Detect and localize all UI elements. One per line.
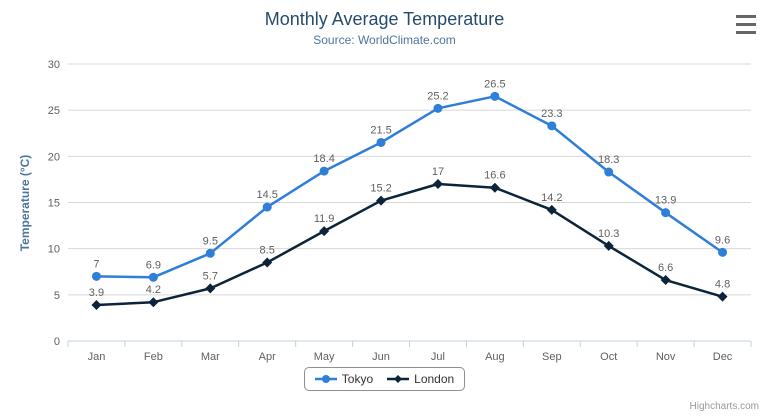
series-line-tokyo[interactable] bbox=[95, 95, 724, 279]
point-tokyo-jul[interactable] bbox=[433, 103, 443, 113]
legend-label-london: London bbox=[414, 372, 455, 386]
data-label-tokyo: 13.9 bbox=[655, 195, 676, 207]
y-axis-tick-label: 0 bbox=[54, 336, 60, 348]
point-london-jul[interactable] bbox=[432, 179, 443, 190]
y-axis-tick-label: 25 bbox=[48, 105, 60, 117]
data-label-london: 15.2 bbox=[370, 183, 391, 195]
legend-box: Tokyo London bbox=[303, 367, 466, 391]
x-axis-tick-label: Oct bbox=[600, 351, 617, 363]
y-axis-tick-label: 30 bbox=[48, 59, 60, 71]
series-line-london[interactable] bbox=[95, 182, 724, 307]
point-tokyo-apr[interactable] bbox=[262, 202, 272, 212]
point-tokyo-may[interactable] bbox=[319, 166, 329, 176]
context-menu-button[interactable] bbox=[734, 15, 758, 34]
legend-item-london[interactable]: London bbox=[387, 372, 454, 386]
data-label-tokyo: 26.5 bbox=[484, 78, 505, 90]
legend: Tokyo London bbox=[0, 367, 769, 391]
point-tokyo-jan[interactable] bbox=[91, 271, 101, 281]
data-label-tokyo: 18.4 bbox=[313, 153, 334, 165]
legend-circle-icon bbox=[314, 375, 337, 383]
data-label-tokyo: 25.2 bbox=[427, 90, 448, 102]
data-label-london: 14.2 bbox=[541, 192, 562, 204]
data-label-tokyo: 7 bbox=[93, 258, 99, 270]
credits-link[interactable]: Highcharts.com bbox=[689, 401, 759, 412]
y-axis-tick-label: 20 bbox=[48, 151, 60, 163]
point-tokyo-oct[interactable] bbox=[604, 167, 614, 177]
point-london-oct[interactable] bbox=[603, 240, 614, 251]
y-axis-tick-label: 10 bbox=[48, 244, 60, 256]
point-tokyo-aug[interactable] bbox=[490, 91, 500, 101]
hamburger-icon bbox=[736, 15, 756, 18]
x-axis-tick-label: Jun bbox=[372, 351, 390, 363]
data-label-london: 16.6 bbox=[484, 170, 505, 182]
data-label-tokyo: 14.5 bbox=[256, 189, 277, 201]
data-label-tokyo: 18.3 bbox=[598, 154, 619, 166]
point-tokyo-mar[interactable] bbox=[205, 248, 215, 258]
chart-title: Monthly Average Temperature bbox=[264, 9, 505, 29]
point-london-aug[interactable] bbox=[489, 182, 500, 193]
data-label-london: 17 bbox=[432, 166, 444, 178]
point-london-mar[interactable] bbox=[205, 283, 216, 294]
legend-diamond-icon bbox=[387, 375, 410, 383]
point-tokyo-sep[interactable] bbox=[547, 121, 557, 131]
data-label-london: 4.8 bbox=[715, 279, 730, 291]
data-label-london: 8.5 bbox=[260, 245, 275, 257]
point-tokyo-dec[interactable] bbox=[718, 247, 728, 257]
point-london-feb[interactable] bbox=[148, 297, 159, 308]
data-label-tokyo: 9.6 bbox=[715, 234, 730, 246]
point-london-sep[interactable] bbox=[546, 204, 557, 215]
y-axis-tick-label: 5 bbox=[54, 290, 60, 302]
y-axis-tick-label: 15 bbox=[48, 198, 60, 210]
x-axis-tick-label: Apr bbox=[259, 351, 276, 363]
data-label-london: 3.9 bbox=[89, 287, 104, 299]
data-label-london: 10.3 bbox=[598, 228, 619, 240]
x-axis-tick-label: Feb bbox=[144, 351, 163, 363]
point-tokyo-nov[interactable] bbox=[661, 208, 671, 218]
x-axis-tick-label: Jul bbox=[431, 351, 445, 363]
point-london-dec[interactable] bbox=[717, 291, 728, 302]
data-label-tokyo: 21.5 bbox=[370, 124, 391, 136]
point-tokyo-feb[interactable] bbox=[148, 272, 158, 282]
y-axis-title: Temperature (°C) bbox=[18, 154, 32, 252]
data-label-london: 4.2 bbox=[146, 284, 161, 296]
data-label-london: 5.7 bbox=[203, 270, 218, 282]
point-london-nov[interactable] bbox=[660, 275, 671, 286]
x-axis-tick-label: May bbox=[314, 351, 335, 363]
point-tokyo-jun[interactable] bbox=[376, 137, 386, 147]
x-axis-tick-label: Jan bbox=[88, 351, 106, 363]
data-label-tokyo: 23.3 bbox=[541, 108, 562, 120]
x-axis-tick-label: Mar bbox=[201, 351, 220, 363]
x-axis-tick-label: Dec bbox=[713, 351, 733, 363]
point-london-jan[interactable] bbox=[91, 299, 102, 310]
chart-subtitle: Source: WorldClimate.com bbox=[313, 33, 456, 47]
point-london-jun[interactable] bbox=[376, 195, 387, 206]
legend-item-tokyo[interactable]: Tokyo bbox=[314, 372, 374, 386]
x-axis-tick-label: Aug bbox=[485, 351, 505, 363]
point-london-may[interactable] bbox=[319, 226, 330, 237]
legend-label-tokyo: Tokyo bbox=[341, 372, 374, 386]
x-axis-tick-label: Sep bbox=[542, 351, 562, 363]
data-label-tokyo: 9.5 bbox=[203, 235, 218, 247]
data-label-london: 6.6 bbox=[658, 262, 673, 274]
data-label-london: 11.9 bbox=[314, 213, 335, 225]
point-london-apr[interactable] bbox=[262, 257, 273, 268]
data-label-tokyo: 6.9 bbox=[146, 259, 161, 271]
x-axis-tick-label: Nov bbox=[656, 351, 676, 363]
